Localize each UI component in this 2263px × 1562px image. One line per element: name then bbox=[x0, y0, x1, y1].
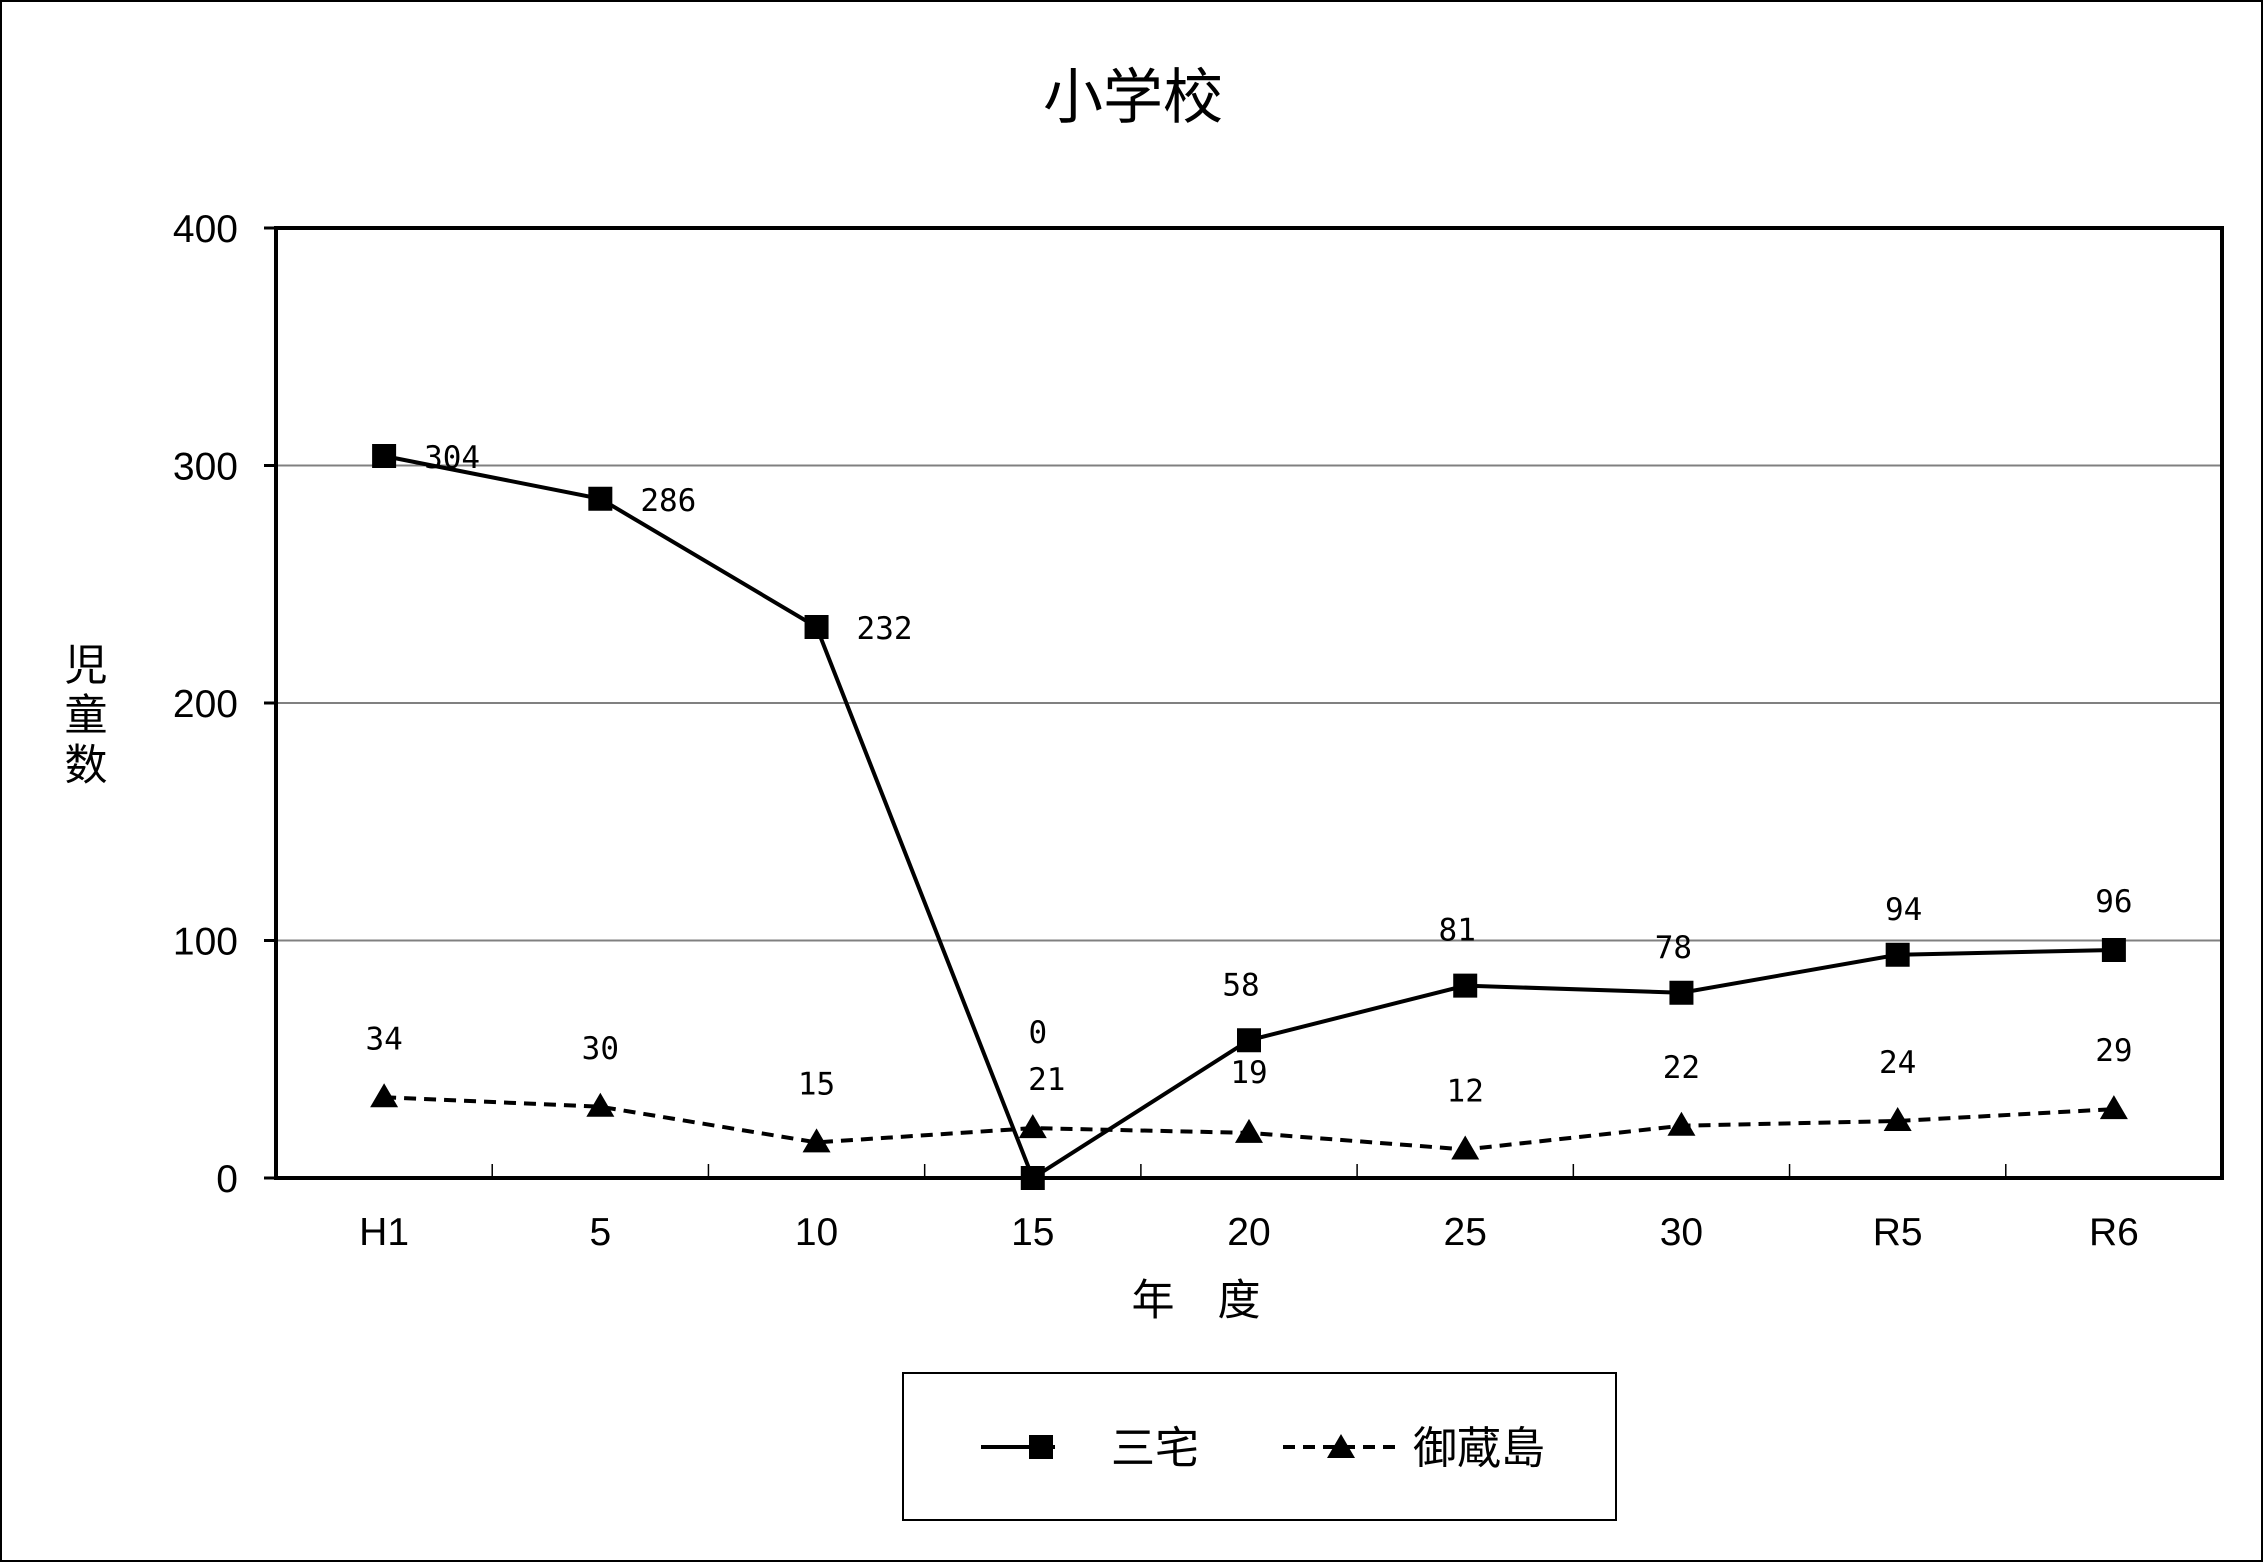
data-label: 12 bbox=[1447, 1074, 1484, 1110]
data-point-triangle bbox=[802, 1128, 831, 1153]
x-tick-label: R5 bbox=[1873, 1211, 1923, 1254]
y-axis-title-char: 童 bbox=[65, 691, 108, 741]
data-point-square bbox=[804, 615, 829, 639]
data-label: 29 bbox=[2095, 1033, 2132, 1069]
data-point-square bbox=[372, 444, 397, 468]
x-tick-label: 20 bbox=[1227, 1211, 1270, 1254]
legend: 三宅 御蔵島 bbox=[902, 1372, 1617, 1521]
data-point-triangle bbox=[1667, 1111, 1696, 1136]
plot-area-frame bbox=[274, 226, 2224, 1180]
x-tick-label: 5 bbox=[589, 1211, 611, 1254]
data-labels: 304 286 232 0 58 81 78 94 96 34 30 15 21 19 12 22 24 29 bbox=[365, 440, 2132, 1110]
y-tick-label: 100 bbox=[173, 921, 238, 964]
data-point-square bbox=[588, 486, 613, 511]
legend-marker-square bbox=[1029, 1435, 1053, 1459]
legend-marker-triangle bbox=[1327, 1434, 1355, 1458]
data-point-triangle bbox=[1883, 1107, 1912, 1131]
data-point-triangle bbox=[1018, 1114, 1047, 1139]
data-label: 94 bbox=[1885, 892, 1922, 928]
data-label: 24 bbox=[1879, 1045, 1916, 1081]
y-axis-tick-labels: 0 100 200 300 400 bbox=[173, 208, 238, 1201]
data-label: 15 bbox=[798, 1066, 835, 1102]
data-label: 22 bbox=[1663, 1050, 1700, 1086]
data-point-square bbox=[1237, 1028, 1261, 1053]
data-point-triangle bbox=[2099, 1095, 2128, 1120]
data-label: 96 bbox=[2095, 884, 2132, 920]
data-point-triangle bbox=[370, 1083, 399, 1108]
legend-label-mikurajima: 御蔵島 bbox=[1413, 1423, 1545, 1474]
x-tick-label: 25 bbox=[1444, 1211, 1487, 1254]
data-point-square bbox=[2101, 938, 2126, 962]
x-axis-tick-labels: H1 5 10 15 20 25 30 R5 R6 bbox=[359, 1211, 2139, 1254]
legend-label-miyake: 三宅 bbox=[1111, 1423, 1199, 1474]
x-tick-label: 10 bbox=[795, 1211, 838, 1254]
data-label: 81 bbox=[1439, 913, 1476, 949]
data-label: 0 bbox=[1028, 1015, 1047, 1051]
data-point-square bbox=[1885, 942, 1910, 967]
data-point-square bbox=[1669, 980, 1694, 1005]
x-minor-ticks bbox=[491, 1164, 2007, 1178]
data-point-triangle bbox=[1235, 1118, 1263, 1143]
data-point-triangle bbox=[586, 1092, 615, 1117]
data-label: 30 bbox=[582, 1031, 619, 1067]
data-label: 232 bbox=[857, 611, 913, 647]
x-tick-label: 30 bbox=[1660, 1211, 1703, 1254]
data-label: 34 bbox=[365, 1021, 402, 1057]
y-tick-label: 0 bbox=[216, 1158, 238, 1201]
data-label: 19 bbox=[1230, 1055, 1267, 1091]
data-label: 286 bbox=[640, 483, 696, 519]
y-tick-label: 400 bbox=[173, 208, 238, 251]
chart-title: 小学校 bbox=[1043, 63, 1223, 133]
data-label: 21 bbox=[1028, 1062, 1065, 1098]
data-point-triangle bbox=[1451, 1135, 1480, 1160]
y-axis-title-char: 児 bbox=[65, 641, 108, 691]
y-axis-title-char: 数 bbox=[65, 741, 108, 791]
x-axis-title: 年 度 bbox=[1132, 1276, 1261, 1326]
data-point-square bbox=[1453, 973, 1478, 998]
gridlines bbox=[264, 226, 2222, 1180]
data-point-square bbox=[1020, 1166, 1045, 1190]
series-layer bbox=[370, 444, 2128, 1190]
y-axis-title: 児童数 bbox=[65, 641, 108, 791]
y-tick-label: 200 bbox=[173, 683, 238, 726]
data-label: 304 bbox=[424, 440, 480, 476]
y-tick-label: 300 bbox=[173, 446, 238, 489]
data-label: 78 bbox=[1655, 930, 1692, 966]
data-label: 58 bbox=[1222, 967, 1259, 1003]
x-tick-label: R6 bbox=[2089, 1211, 2139, 1254]
x-tick-label: 15 bbox=[1011, 1211, 1054, 1254]
x-tick-label: H1 bbox=[359, 1211, 409, 1254]
